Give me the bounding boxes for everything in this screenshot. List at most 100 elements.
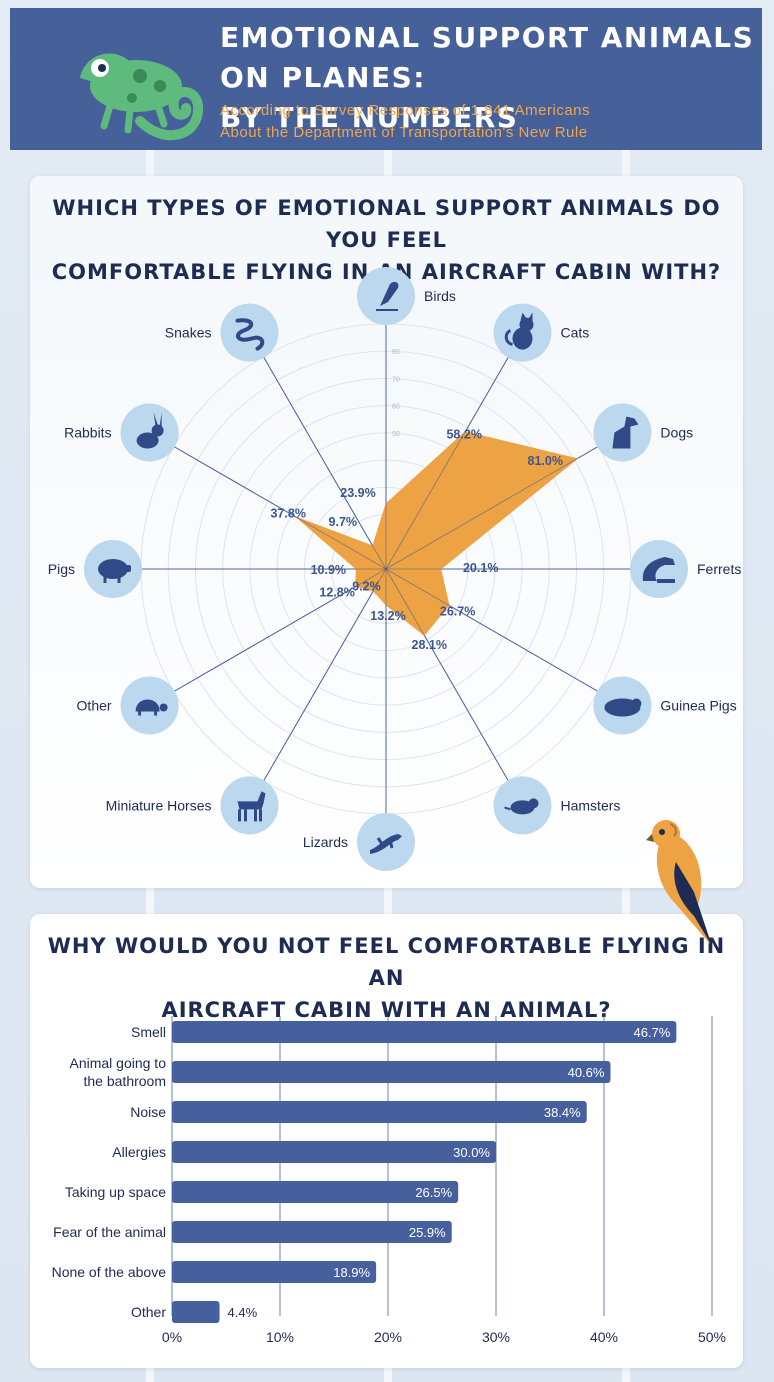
icon-circle: [630, 540, 688, 598]
pig-icon: [98, 559, 131, 583]
radar-category-label: Cats: [561, 325, 590, 341]
radar-value-label: 9.2%: [352, 579, 381, 593]
radar-spoke-overlay: [385, 446, 599, 570]
icon-circle: [120, 403, 179, 462]
title-line: AIRCRAFT CABIN WITH AN ANIMAL?: [161, 998, 612, 1022]
bar: [172, 1221, 452, 1243]
pig-icon-shape: [103, 577, 121, 583]
rabbit-icon-shape: [153, 412, 162, 427]
radar-value-label: 20.1%: [463, 561, 498, 575]
bar: [172, 1301, 220, 1323]
bar: [172, 1061, 611, 1083]
radar-value-label: 81.0%: [528, 454, 563, 468]
x-tick-label: 40%: [590, 1329, 618, 1345]
horse-icon-shape: [238, 809, 262, 822]
radar-category-label: Miniature Horses: [106, 797, 212, 813]
bar-chart-title: WHY WOULD YOU NOT FEEL COMFORTABLE FLYIN…: [30, 930, 743, 1026]
radar-category-label: Ferrets: [697, 561, 741, 577]
horse-icon: [237, 791, 266, 822]
cat-icon: [504, 312, 534, 350]
cat-icon-shape: [520, 312, 533, 323]
bar-value-label: 38.4%: [544, 1105, 581, 1120]
pig-icon-shape: [98, 559, 128, 579]
icon-circle: [220, 303, 279, 362]
radar-category-label: Pigs: [48, 561, 75, 577]
turtle-icon: [135, 699, 168, 716]
radar-value-label: 13.2%: [370, 609, 405, 623]
cat-icon-shape: [519, 317, 534, 332]
radar-spoke-overlay: [173, 446, 387, 570]
x-tick-label: 0%: [162, 1329, 182, 1345]
radar-spoke-overlay: [263, 356, 387, 570]
bar-category-label: Smell: [131, 1024, 166, 1040]
bar-category-label: Noise: [130, 1104, 166, 1120]
x-tick-label: 10%: [266, 1329, 294, 1345]
radar-category-label: Snakes: [165, 325, 212, 341]
radar-category-label: Lizards: [303, 834, 348, 850]
x-tick-label: 30%: [482, 1329, 510, 1345]
chameleon-icon: [80, 53, 204, 141]
guinea-pig-icon: [604, 698, 642, 717]
bar-value-label: 18.9%: [333, 1265, 370, 1280]
ring-tick-label: 70: [392, 376, 400, 383]
bar: [172, 1181, 459, 1203]
lizard-icon-shape: [376, 837, 394, 849]
pig-icon-shape: [126, 565, 131, 572]
guinea-pig-icon-shape: [604, 698, 641, 717]
bar-value-label: 26.5%: [415, 1185, 452, 1200]
bar-category-label: Other: [131, 1304, 166, 1320]
title-line: WHY WOULD YOU NOT FEEL COMFORTABLE FLYIN…: [47, 934, 726, 990]
radar-spoke-overlay: [385, 568, 599, 692]
radar-category-label: Rabbits: [64, 425, 111, 441]
radar-spoke-overlay: [173, 568, 387, 692]
bar-value-label: 30.0%: [453, 1145, 490, 1160]
radar-chart-card: WHICH TYPES OF EMOTIONAL SUPPORT ANIMALS…: [30, 176, 743, 888]
bird-icon-shape: [380, 281, 399, 306]
radar-spoke-overlay: [385, 568, 509, 782]
hamster-icon: [504, 798, 539, 815]
ring-tick-label: 50: [392, 431, 400, 438]
bar-chart: 0% 10% 20% 30% 40% 50% 46.7% Smell 40.6% Animal g…: [52, 1016, 726, 1345]
radar-value-label: 9.7%: [329, 515, 358, 529]
bar-category-label: Allergies: [112, 1144, 166, 1160]
radar-spoke-overlay: [263, 568, 387, 782]
radar-category-label: Birds: [424, 288, 456, 304]
bird-icon: [376, 281, 399, 311]
x-tick-label: 50%: [698, 1329, 726, 1345]
parakeet-icon: [646, 820, 712, 946]
snake-icon: [235, 318, 265, 351]
radar-category-label: Other: [77, 698, 112, 714]
radar-category-label: Guinea Pigs: [660, 698, 736, 714]
page-title: EMOTIONAL SUPPORT ANIMALS ON PLANES: BY …: [220, 18, 762, 138]
guinea-pig-icon-shape: [631, 698, 642, 709]
subtitle-line: About the Department of Transportation's…: [220, 124, 588, 141]
turtle-icon-shape: [159, 703, 168, 712]
ferret-icon: [642, 557, 675, 583]
snake-icon-shape: [235, 318, 265, 351]
cat-icon-shape: [512, 327, 533, 350]
bar: [172, 1101, 587, 1123]
turtle-icon-shape: [135, 699, 160, 712]
bar: [172, 1261, 377, 1283]
radar-chart: 50 60 70 80 23.9% 58.2% 81.0% 20.1% 26.7% 28.1% 13…: [48, 267, 741, 871]
horse-icon-shape: [237, 791, 266, 810]
bar-category-label: Taking up space: [65, 1184, 166, 1200]
radar-category-label: Hamsters: [561, 797, 621, 813]
radar-value-label: 28.1%: [412, 638, 447, 652]
cat-icon-shape: [504, 329, 514, 347]
turtle-icon-shape: [138, 711, 158, 716]
hamster-icon-shape: [528, 798, 539, 809]
rabbit-icon-shape: [151, 424, 164, 437]
title-line: EMOTIONAL SUPPORT ANIMALS ON PLANES:: [220, 21, 755, 94]
radar-spoke-overlay: [385, 356, 509, 570]
bar-chart-card: WHY WOULD YOU NOT FEEL COMFORTABLE FLYIN…: [30, 914, 743, 1368]
radar-value-label: 37.8%: [270, 507, 305, 521]
dog-icon: [612, 416, 639, 449]
radar-value-label: 26.7%: [440, 604, 475, 618]
bar-category-label: the bathroom: [84, 1073, 167, 1089]
bar-value-label: 25.9%: [409, 1225, 446, 1240]
title-line: BY THE NUMBERS: [220, 101, 519, 134]
ring-tick-label: 80: [392, 349, 400, 356]
hamster-icon-shape: [510, 800, 535, 815]
